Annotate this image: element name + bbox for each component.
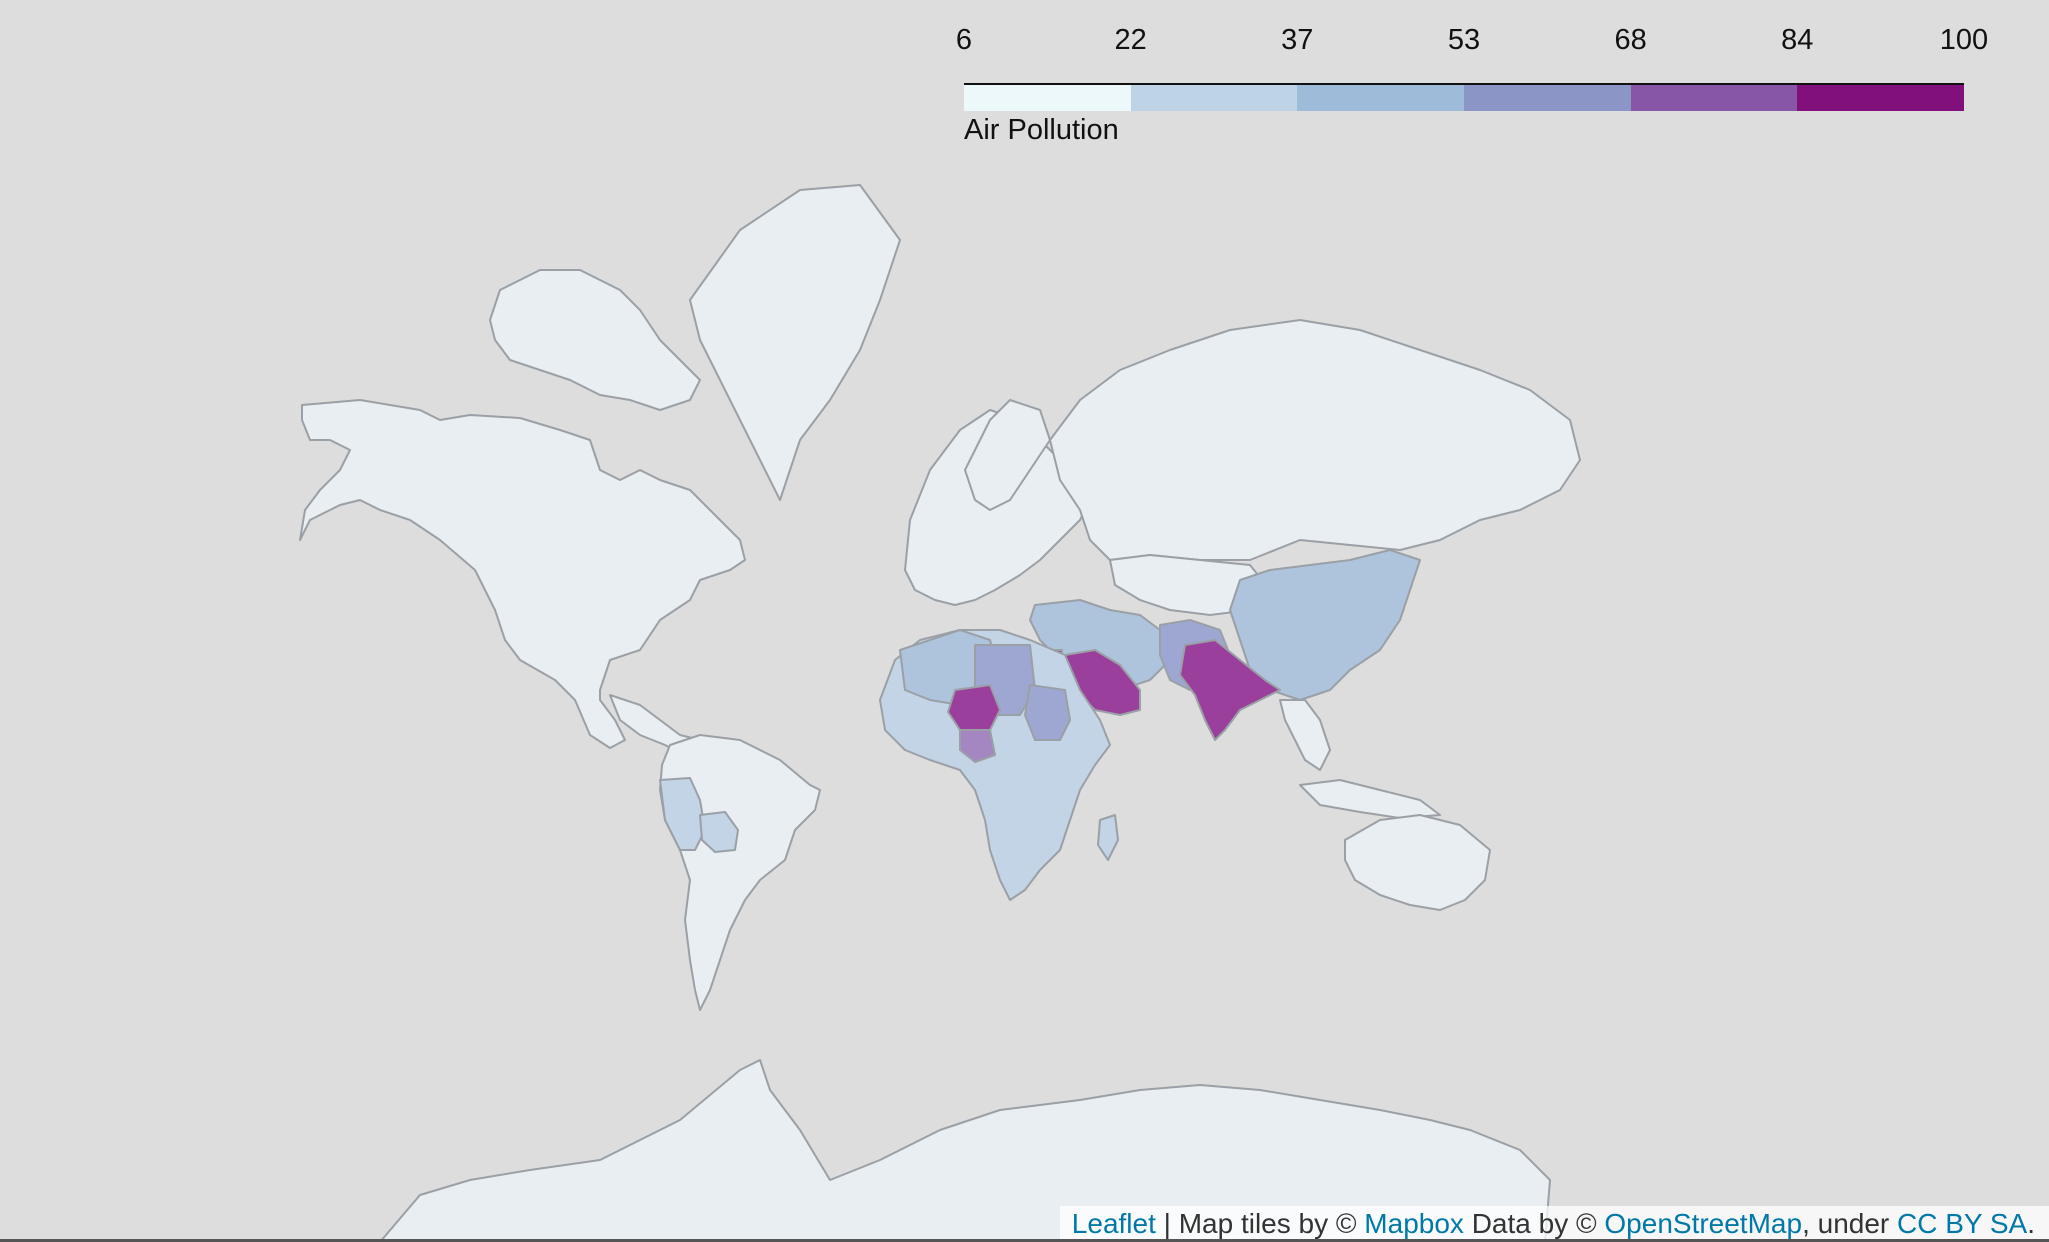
legend-bin (964, 85, 1131, 111)
country-southeast-asia (1279, 699, 1331, 771)
country-russia (1049, 319, 1581, 561)
country-north-america (299, 399, 746, 749)
country-colombia-peru (659, 777, 706, 851)
country-europe (904, 409, 1091, 606)
legend-bin (1130, 85, 1298, 111)
legend-tick-label: 22 (1114, 24, 1147, 56)
attribution-text: Data by © (1463, 1208, 1605, 1239)
attribution-text: , under (1802, 1208, 1898, 1239)
legend-color-bins (964, 85, 1965, 111)
legend-tick-label: 84 (1781, 24, 1814, 56)
country-greenland (689, 184, 901, 501)
country-china (1229, 549, 1421, 701)
country-madagascar (1097, 814, 1119, 861)
country-canada-arctic (489, 269, 701, 411)
legend-tick-label: 37 (1281, 24, 1314, 56)
country-scandinavia (964, 399, 1051, 511)
legend-bin (1797, 85, 1965, 111)
legend-tick-label: 53 (1447, 24, 1481, 56)
country-sudan (1024, 684, 1071, 741)
legend-tick-label: 100 (1939, 24, 1989, 56)
country-australia (1344, 814, 1491, 911)
license-link[interactable]: CC BY SA (1897, 1208, 2028, 1239)
country-nigeria (947, 684, 1001, 731)
leaflet-link[interactable]: Leaflet (1071, 1208, 1156, 1239)
attribution-text: . (2027, 1208, 2035, 1239)
legend-bin (1297, 85, 1465, 111)
legend-tick-label: 68 (1614, 24, 1647, 56)
attribution-text: | Map tiles by © (1155, 1208, 1365, 1239)
legend-title: Air Pollution (964, 114, 1119, 146)
country-indonesia (1299, 779, 1441, 819)
map-attribution: Leaflet | Map tiles by © Mapbox Data by … (1059, 1206, 2049, 1242)
country-cameroon (959, 729, 996, 763)
openstreetmap-link[interactable]: OpenStreetMap (1604, 1208, 1803, 1239)
bottom-edge (0, 1239, 2049, 1242)
country-turkey-iran (1029, 599, 1171, 691)
legend-axis-line (964, 83, 1964, 85)
legend-tick-label: 6 (955, 24, 973, 56)
country-india (1179, 639, 1281, 741)
legend-bin (1630, 85, 1798, 111)
legend-bin (1464, 85, 1631, 111)
country-south-america (659, 734, 821, 1011)
color-legend: 6 22 37 53 68 84 100 Air Pollution (956, 24, 1988, 146)
country-bolivia (699, 811, 739, 853)
mapbox-link[interactable]: Mapbox (1364, 1208, 1464, 1239)
country-antarctica (379, 1059, 1551, 1242)
